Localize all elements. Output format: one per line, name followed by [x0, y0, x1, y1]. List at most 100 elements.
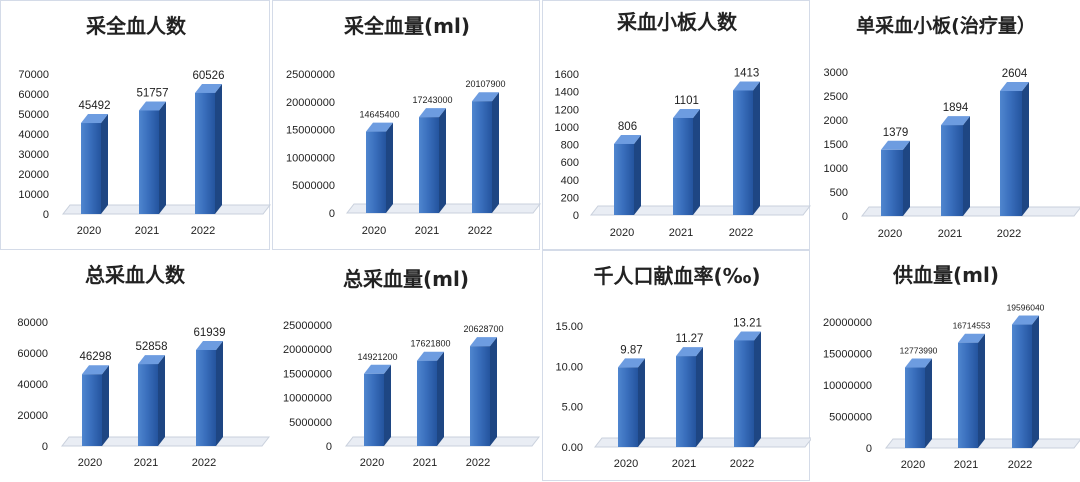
y-tick-label: 15000000: [286, 125, 335, 137]
bar: [676, 356, 696, 447]
x-tick-label: 2021: [134, 457, 158, 469]
chart-panel-4: 单采血小板(治疗量） 0 500 1000 1500 2000 2500 3000 1379 20…: [812, 0, 1080, 250]
x-tick-label: 2022: [468, 225, 492, 237]
y-tick-label: 20000000: [286, 97, 335, 109]
bar: [941, 125, 963, 216]
data-label: 46298: [80, 351, 112, 363]
x-tick-label: 2022: [192, 457, 216, 469]
chart-4: 单采血小板(治疗量） 0 500 1000 1500 2000 2500 3000 1379 20…: [824, 14, 1080, 240]
data-label: 17243000: [412, 95, 452, 105]
bar: [417, 360, 437, 446]
chart-panel-8: 供血量(ml) 0 5000000 10000000 15000000 20000000 1…: [812, 250, 1080, 481]
y-tick-label: 1200: [555, 104, 579, 116]
y-tick-label: 5.00: [562, 402, 583, 414]
bar: [733, 90, 753, 215]
x-tick-label: 2022: [997, 228, 1021, 240]
y-tick-label: 70000: [18, 69, 49, 81]
bar-side: [754, 331, 761, 447]
y-tick-label: 1000: [824, 163, 848, 175]
x-tick-label: 2020: [610, 227, 634, 239]
bar-top: [676, 347, 703, 357]
data-label: 14921200: [357, 352, 397, 362]
data-label: 806: [618, 121, 637, 133]
bar-top: [366, 122, 393, 132]
chart-5: 总采血人数 0 20000 40000 60000 80000 46298 2020 52858…: [17, 263, 270, 469]
x-tick-label: 2020: [360, 457, 384, 469]
bar-top: [81, 114, 108, 124]
y-tick-label: 40000: [17, 379, 48, 391]
y-tick-label: 50000: [18, 109, 49, 121]
bar-top: [472, 92, 499, 102]
x-tick-label: 2021: [415, 225, 439, 237]
x-tick-label: 2021: [954, 459, 978, 471]
data-label: 13.21: [733, 317, 762, 329]
x-tick-label: 2022: [191, 225, 215, 237]
bar: [364, 373, 384, 446]
data-label: 45492: [79, 100, 111, 112]
y-tick-label: 0: [42, 441, 48, 453]
y-tick-label: 0: [842, 211, 848, 223]
bar-top: [470, 337, 497, 347]
data-label: 60526: [193, 70, 225, 82]
data-label: 19596040: [1007, 303, 1045, 313]
x-tick-label: 2022: [1008, 459, 1032, 471]
y-tick-label: 0.00: [562, 442, 583, 454]
bar: [905, 367, 925, 448]
bar-side: [638, 358, 645, 447]
bar: [138, 364, 158, 446]
chart-8: 供血量(ml) 0 5000000 10000000 15000000 20000000 1…: [823, 263, 1080, 471]
chart-title: 采全血量(ml): [344, 14, 470, 38]
chart-title: 供血量(ml): [892, 263, 999, 287]
y-tick-label: 5000000: [829, 412, 872, 424]
y-tick-label: 5000000: [292, 180, 335, 192]
bar-top: [941, 116, 970, 126]
bar-side: [693, 108, 700, 215]
chart-panel-6: 总采血量(ml) 0 5000000 10000000 15000000 20000000…: [272, 250, 540, 481]
data-label: 12773990: [900, 346, 938, 356]
bar: [618, 367, 638, 447]
y-tick-label: 10000000: [823, 380, 872, 392]
data-label: 11.27: [676, 333, 704, 345]
data-label: 52858: [136, 341, 168, 353]
bar: [472, 101, 492, 213]
chart-panel-5: 总采血人数 0 20000 40000 60000 80000 46298 2020 52858…: [0, 250, 270, 481]
chart-7: 千人口献血率(‰) 0.00 5.00 10.00 15.00 9.87 2020 11.27…: [555, 264, 811, 470]
bar-top: [673, 108, 700, 118]
y-tick-label: 0: [866, 443, 872, 455]
bar-side: [386, 122, 393, 213]
data-label: 1894: [943, 102, 969, 114]
bar-side: [1022, 82, 1029, 217]
data-label: 61939: [194, 327, 226, 339]
bar-side: [634, 134, 641, 215]
data-label: 17621800: [410, 339, 450, 349]
x-tick-label: 2020: [362, 225, 386, 237]
bar-side: [490, 337, 497, 446]
y-tick-label: 2500: [824, 91, 848, 103]
y-tick-label: 25000000: [283, 320, 332, 332]
chart-1: 采全血人数 0 10000 20000 30000 40000 50000 60000 7000…: [18, 14, 271, 237]
chart-3: 采血小板人数 0 200 400 600 800 1000 1200 1400 1600 806 20…: [555, 10, 811, 239]
y-tick-label: 60000: [18, 89, 49, 101]
chart-title: 采全血人数: [86, 14, 187, 38]
bar: [881, 149, 903, 216]
bar: [734, 340, 754, 447]
bar-top: [733, 81, 760, 91]
chart-panel-7: 千人口献血率(‰) 0.00 5.00 10.00 15.00 9.87 2020 11.27…: [542, 250, 811, 481]
x-tick-label: 2022: [466, 457, 490, 469]
y-tick-label: 200: [561, 192, 579, 204]
x-tick-label: 2020: [901, 459, 925, 471]
y-tick-label: 15000000: [283, 368, 332, 380]
x-tick-label: 2021: [938, 228, 962, 240]
bar-top: [905, 358, 932, 368]
y-tick-label: 20000000: [823, 317, 872, 329]
x-tick-label: 2021: [672, 458, 696, 470]
y-tick-label: 400: [561, 175, 579, 187]
bar: [470, 346, 490, 446]
data-label: 1413: [734, 67, 760, 79]
y-tick-label: 25000000: [286, 69, 335, 81]
y-tick-label: 40000: [18, 129, 49, 141]
chart-6: 总采血量(ml) 0 5000000 10000000 15000000 20000000…: [283, 267, 540, 469]
data-label: 51757: [137, 87, 169, 99]
y-tick-label: 0: [43, 209, 49, 221]
